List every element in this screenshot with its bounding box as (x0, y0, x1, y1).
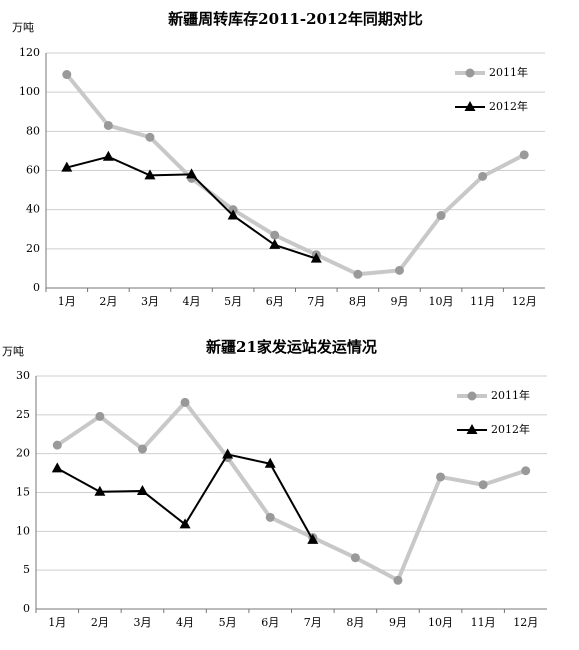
marker (478, 480, 488, 490)
x-tick-label: 2月 (99, 295, 117, 308)
legend-label: 2011年 (489, 65, 528, 79)
y-tick-label: 10 (16, 524, 30, 537)
x-tick-label: 8月 (346, 616, 364, 629)
marker (227, 209, 239, 220)
y-tick-label: 0 (33, 281, 40, 294)
marker (95, 411, 105, 421)
x-tick-label: 5月 (219, 616, 237, 629)
y-tick-label: 60 (26, 164, 40, 177)
marker (179, 518, 191, 529)
marker (467, 391, 477, 401)
marker (270, 230, 280, 240)
marker (94, 485, 106, 496)
y-tick-label: 25 (16, 408, 30, 421)
x-tick-label: 1月 (48, 616, 66, 629)
x-tick-label: 4月 (176, 616, 194, 629)
marker (394, 265, 404, 275)
x-tick-label: 2月 (91, 616, 109, 629)
legend-label: 2012年 (491, 422, 530, 436)
marker (265, 512, 275, 522)
marker (436, 211, 446, 221)
marker (464, 101, 476, 111)
marker (144, 169, 156, 180)
marker (519, 150, 529, 160)
x-tick-label: 3月 (141, 295, 159, 308)
marker (478, 171, 488, 181)
series-line (56, 400, 527, 583)
marker (51, 462, 63, 473)
y-tick-label: 20 (26, 242, 40, 255)
y-tick-label: 15 (16, 486, 30, 499)
marker (145, 132, 155, 142)
x-tick-label: 10月 (429, 295, 454, 308)
marker (521, 466, 531, 476)
y-axis-label: 万吨 (2, 345, 24, 358)
marker (103, 120, 113, 130)
y-tick-label: 20 (16, 447, 30, 460)
x-tick-label: 6月 (266, 295, 284, 308)
marker (353, 269, 363, 279)
marker (350, 553, 360, 563)
y-tick-label: 100 (19, 85, 40, 98)
x-tick-label: 7月 (304, 616, 322, 629)
marker (136, 484, 148, 495)
x-tick-label: 8月 (349, 295, 367, 308)
x-tick-label: 6月 (261, 616, 279, 629)
marker (264, 457, 276, 468)
y-tick-label: 0 (23, 602, 30, 615)
marker (62, 70, 72, 80)
marker (269, 238, 281, 249)
x-tick-label: 5月 (224, 295, 242, 308)
marker (465, 68, 475, 78)
marker (102, 150, 114, 161)
x-tick-label: 10月 (428, 616, 453, 629)
x-tick-label: 4月 (183, 295, 201, 308)
chart-title: 新疆周转库存2011-2012年同期对比 (168, 10, 423, 28)
x-tick-label: 12月 (513, 616, 538, 629)
chart-title: 新疆21家发运站发运情况 (206, 338, 377, 356)
x-tick-label: 7月 (307, 295, 325, 308)
series-line (65, 73, 526, 277)
marker (466, 424, 478, 434)
x-tick-label: 11月 (470, 295, 495, 308)
x-tick-label: 12月 (512, 295, 537, 308)
x-tick-label: 9月 (389, 616, 407, 629)
legend-label: 2011年 (491, 388, 530, 402)
marker (61, 161, 73, 172)
marker (307, 533, 319, 544)
legend-label: 2012年 (489, 99, 528, 113)
marker (180, 397, 190, 407)
x-tick-label: 9月 (390, 295, 408, 308)
y-axis-label: 万吨 (12, 21, 34, 34)
marker (393, 575, 403, 585)
marker (222, 448, 234, 459)
x-tick-label: 1月 (58, 295, 76, 308)
marker (310, 252, 322, 263)
y-tick-label: 80 (26, 124, 40, 137)
marker (436, 472, 446, 482)
x-tick-label: 3月 (133, 616, 151, 629)
y-tick-label: 30 (16, 369, 30, 382)
marker (186, 168, 198, 179)
y-tick-label: 40 (26, 203, 40, 216)
marker (52, 440, 62, 450)
y-tick-label: 120 (19, 46, 40, 59)
x-tick-label: 11月 (471, 616, 496, 629)
marker (137, 444, 147, 454)
y-tick-label: 5 (23, 563, 30, 576)
